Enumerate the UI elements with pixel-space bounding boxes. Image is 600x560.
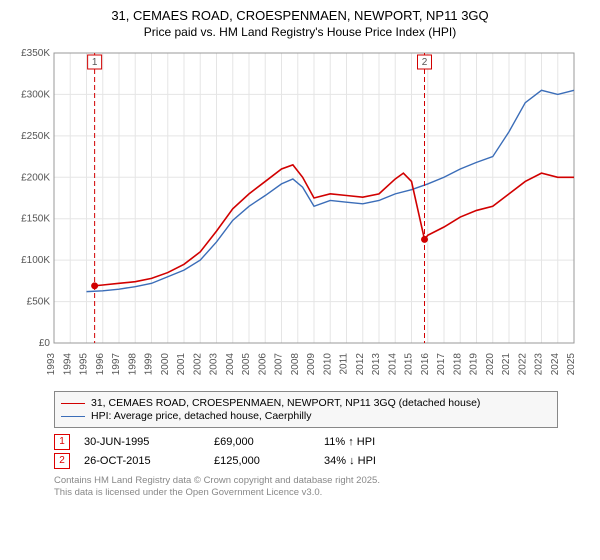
legend-item: HPI: Average price, detached house, Caer…: [61, 410, 551, 422]
svg-text:2015: 2015: [404, 353, 415, 376]
svg-text:2006: 2006: [257, 353, 268, 376]
caveat: Contains HM Land Registry data © Crown c…: [54, 475, 558, 499]
svg-text:2002: 2002: [192, 353, 203, 376]
svg-text:£200K: £200K: [21, 172, 50, 183]
svg-text:£50K: £50K: [27, 297, 51, 308]
svg-text:£250K: £250K: [21, 131, 50, 142]
svg-text:£0: £0: [39, 338, 51, 349]
svg-text:2008: 2008: [290, 353, 301, 376]
legend-label: 31, CEMAES ROAD, CROESPENMAEN, NEWPORT, …: [91, 397, 480, 409]
price-chart: £0 £50K £100K £150K £200K £250K £300K £350K 1993…: [12, 43, 588, 383]
sale-diff: 11% ↑ HPI: [324, 436, 444, 448]
sale-marker-num: 2: [54, 453, 70, 469]
sale-row: 2 26-OCT-2015£125,00034% ↓ HPI: [54, 453, 558, 469]
svg-text:2021: 2021: [501, 353, 512, 376]
svg-text:2010: 2010: [322, 353, 333, 376]
svg-text:2022: 2022: [517, 353, 528, 376]
svg-text:2025: 2025: [566, 353, 577, 376]
svg-text:2: 2: [422, 57, 428, 68]
page-subtitle: Price paid vs. HM Land Registry's House …: [12, 25, 588, 39]
sale-diff: 34% ↓ HPI: [324, 455, 444, 467]
legend-swatch-hpi: [61, 416, 85, 417]
svg-text:2018: 2018: [452, 353, 463, 376]
svg-text:£100K: £100K: [21, 255, 50, 266]
svg-text:2013: 2013: [371, 353, 382, 376]
svg-text:2014: 2014: [387, 353, 398, 376]
svg-text:2001: 2001: [176, 353, 187, 376]
legend-item: 31, CEMAES ROAD, CROESPENMAEN, NEWPORT, …: [61, 397, 551, 409]
svg-text:2003: 2003: [209, 353, 220, 376]
sale-date: 30-JUN-1995: [84, 436, 214, 448]
sale-marker-num: 1: [54, 434, 70, 450]
svg-text:2007: 2007: [274, 353, 285, 376]
svg-text:2004: 2004: [225, 353, 236, 376]
svg-text:1995: 1995: [79, 353, 90, 376]
caveat-line: Contains HM Land Registry data © Crown c…: [54, 475, 558, 487]
sales-list: 1 30-JUN-1995£69,00011% ↑ HPI 2 26-OCT-2015…: [12, 434, 588, 469]
svg-text:1998: 1998: [127, 353, 138, 376]
sale-price: £69,000: [214, 436, 324, 448]
svg-text:1994: 1994: [62, 353, 73, 376]
sale-date: 26-OCT-2015: [84, 455, 214, 467]
caveat-line: This data is licensed under the Open Gov…: [54, 487, 558, 499]
svg-text:2000: 2000: [160, 353, 171, 376]
svg-text:2023: 2023: [534, 353, 545, 376]
legend: 31, CEMAES ROAD, CROESPENMAEN, NEWPORT, …: [54, 391, 558, 428]
svg-text:2012: 2012: [355, 353, 366, 376]
svg-text:1999: 1999: [144, 353, 155, 376]
legend-swatch-property: [61, 403, 85, 404]
legend-label: HPI: Average price, detached house, Caer…: [91, 410, 311, 422]
sale-price: £125,000: [214, 455, 324, 467]
svg-text:£300K: £300K: [21, 89, 50, 100]
page-title: 31, CEMAES ROAD, CROESPENMAEN, NEWPORT, …: [12, 8, 588, 23]
svg-text:1996: 1996: [95, 353, 106, 376]
svg-text:1: 1: [92, 57, 98, 68]
svg-text:2019: 2019: [469, 353, 480, 376]
svg-text:£150K: £150K: [21, 214, 50, 225]
svg-text:2024: 2024: [550, 353, 561, 376]
chart-svg: £0 £50K £100K £150K £200K £250K £300K £350K 1993…: [12, 43, 588, 383]
svg-text:2005: 2005: [241, 353, 252, 376]
svg-text:2017: 2017: [436, 353, 447, 376]
svg-text:£350K: £350K: [21, 48, 50, 59]
svg-text:2016: 2016: [420, 353, 431, 376]
svg-text:2020: 2020: [485, 353, 496, 376]
svg-text:1997: 1997: [111, 353, 122, 376]
svg-text:2009: 2009: [306, 353, 317, 376]
sale-row: 1 30-JUN-1995£69,00011% ↑ HPI: [54, 434, 558, 450]
svg-text:2011: 2011: [339, 353, 350, 375]
svg-text:1993: 1993: [46, 353, 57, 376]
